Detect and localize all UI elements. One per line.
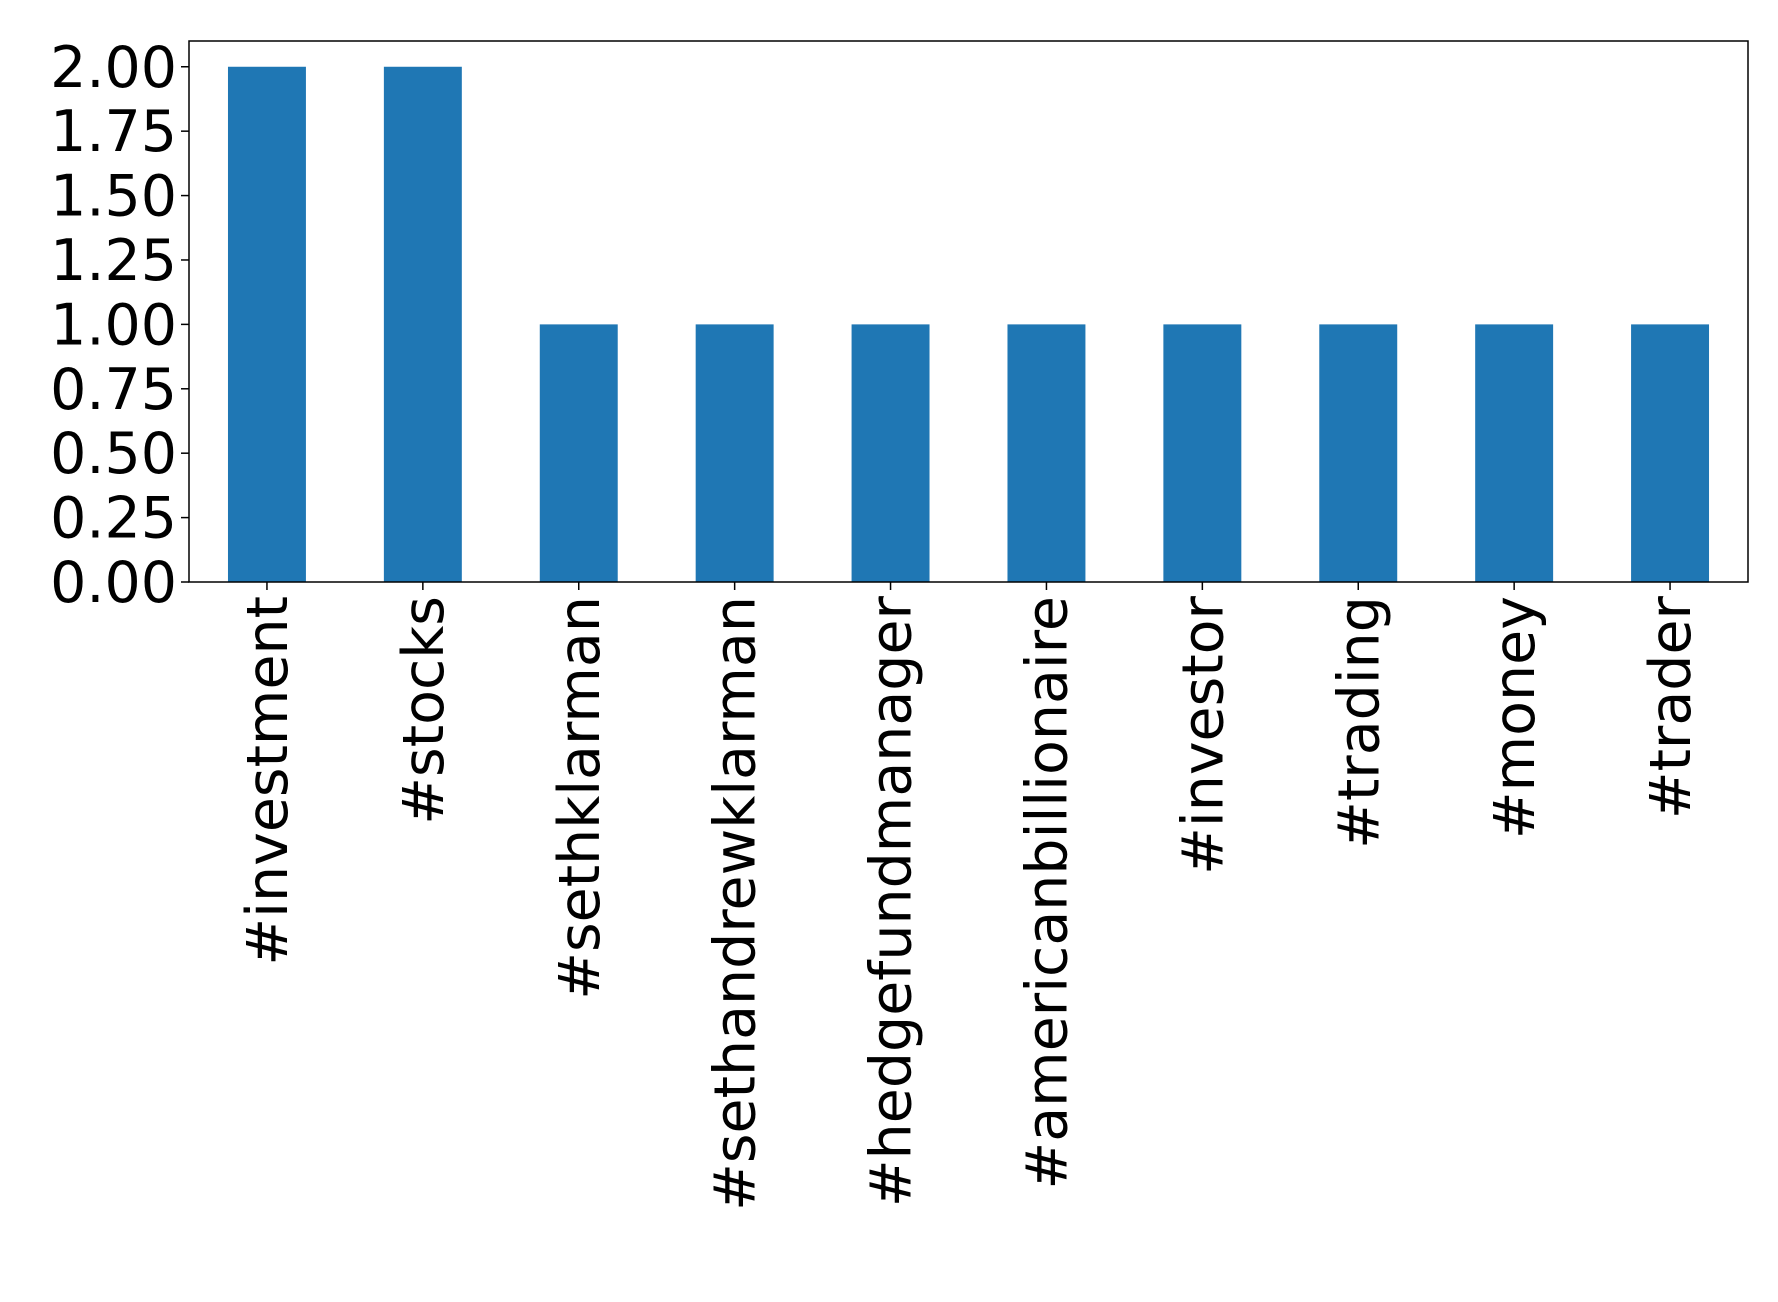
- y-tick-label: 0.00: [50, 550, 177, 616]
- bar: [1163, 324, 1242, 582]
- bar: [227, 66, 306, 582]
- x-tick-label: #trading: [1326, 596, 1392, 849]
- bar: [1475, 324, 1554, 582]
- x-tick-label: #hedgefundmanager: [859, 595, 925, 1207]
- plot-frame: [188, 40, 1749, 583]
- bar: [1631, 324, 1710, 582]
- bar: [383, 66, 462, 582]
- y-tick-label: 0.75: [50, 357, 177, 423]
- y-tick-label: 1.00: [50, 292, 177, 358]
- bar: [1319, 324, 1398, 582]
- y-tick-label: 2.00: [50, 35, 177, 101]
- x-tick-label: #sethandrewklarman: [703, 596, 769, 1211]
- bar: [539, 324, 618, 582]
- x-tick-label: #investment: [235, 596, 301, 966]
- x-tick-label: #sethklarman: [547, 596, 613, 1000]
- x-tick-label: #money: [1482, 596, 1548, 839]
- bar: [851, 324, 930, 582]
- bar: [695, 324, 774, 582]
- y-tick-label: 0.25: [50, 486, 177, 552]
- x-tick-label: #investor: [1170, 595, 1236, 874]
- y-tick-label: 0.50: [50, 421, 177, 487]
- x-tick-label: #americanbillionaire: [1014, 596, 1080, 1190]
- y-tick-label: 1.25: [50, 228, 177, 294]
- x-tick-label: #trader: [1638, 595, 1704, 819]
- y-tick-label: 1.50: [50, 164, 177, 230]
- bar: [1007, 324, 1086, 582]
- y-tick-label: 1.75: [50, 99, 177, 165]
- x-tick-label: #stocks: [391, 596, 457, 825]
